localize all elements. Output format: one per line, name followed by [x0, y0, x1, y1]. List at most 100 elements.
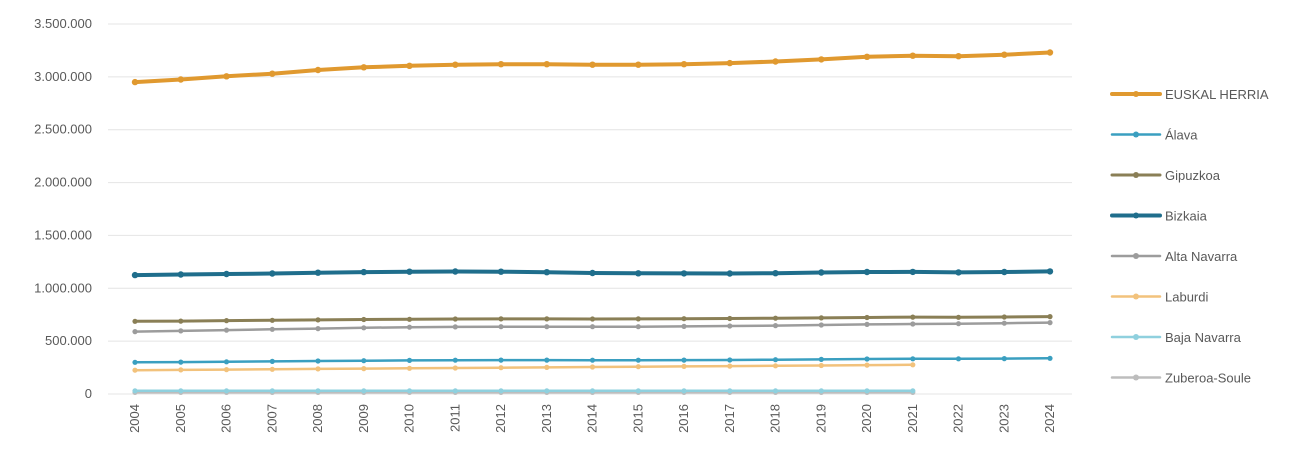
legend-label: Baja Navarra — [1165, 330, 1242, 345]
data-point — [681, 388, 687, 394]
data-point — [497, 268, 505, 275]
data-point — [910, 356, 916, 362]
data-point — [131, 271, 139, 279]
y-tick-label: 3.000.000 — [34, 69, 92, 84]
data-point — [269, 388, 275, 394]
data-point — [955, 53, 962, 60]
legend-item: Baja Navarra — [1110, 330, 1242, 345]
x-tick-label: 2015 — [630, 404, 645, 433]
data-point — [223, 359, 230, 365]
data-point — [314, 66, 322, 74]
data-point — [178, 367, 184, 373]
legend-item: Laburdi — [1110, 290, 1208, 305]
legend-item: EUSKAL HERRIA — [1110, 87, 1269, 102]
data-point — [315, 326, 321, 332]
legend-item: Gipuzkoa — [1110, 168, 1221, 183]
legend-item: Álava — [1110, 128, 1198, 143]
data-point — [177, 76, 184, 83]
y-tick-label: 3.500.000 — [34, 16, 92, 31]
data-point — [269, 326, 275, 332]
data-point — [818, 56, 825, 63]
data-point — [177, 271, 184, 278]
data-point — [269, 358, 275, 364]
legend-label: Laburdi — [1165, 290, 1208, 305]
data-point — [589, 269, 596, 277]
data-point — [132, 359, 138, 365]
y-tick-label: 1.500.000 — [34, 227, 92, 242]
data-point — [544, 357, 550, 363]
x-tick-label: 2019 — [813, 404, 828, 433]
x-tick-label: 2017 — [722, 404, 737, 433]
data-point — [772, 58, 779, 65]
data-point — [589, 388, 596, 394]
data-point — [772, 323, 779, 329]
gridlines — [108, 23, 1072, 395]
data-point — [178, 388, 184, 394]
data-point — [635, 388, 641, 394]
data-point — [910, 314, 916, 320]
data-point — [680, 270, 688, 277]
data-point — [223, 318, 230, 324]
data-point — [818, 322, 824, 328]
data-point — [360, 268, 367, 276]
legend-label: Alta Navarra — [1165, 249, 1238, 264]
x-tick-label: 2016 — [676, 404, 691, 433]
data-point — [635, 364, 641, 370]
legend-marker — [1133, 212, 1139, 219]
legend-label: EUSKAL HERRIA — [1165, 87, 1269, 102]
x-tick-label: 2008 — [310, 404, 325, 433]
data-point — [589, 324, 596, 330]
data-point — [132, 318, 138, 324]
data-point — [589, 364, 596, 370]
series-lines — [131, 49, 1054, 395]
data-point — [406, 268, 413, 275]
x-tick-label: 2007 — [264, 404, 279, 433]
data-point — [818, 315, 824, 321]
data-point — [314, 269, 322, 276]
legend-marker — [1133, 293, 1139, 300]
data-point — [361, 316, 367, 323]
data-point — [544, 324, 550, 330]
data-point — [498, 365, 504, 371]
legend-label: Bizkaia — [1165, 209, 1208, 224]
legend-marker — [1133, 91, 1139, 97]
data-point — [269, 317, 275, 323]
data-point — [589, 316, 596, 322]
data-point — [498, 388, 504, 394]
data-point — [498, 316, 504, 322]
data-point — [1001, 268, 1008, 276]
data-point — [818, 362, 824, 369]
y-axis-tick-labels: 0 500.000 1.000.000 1.500.000 2.000.000 2.500… — [34, 16, 92, 401]
data-point — [772, 315, 779, 321]
y-tick-label: 2.000.000 — [34, 175, 92, 190]
data-point — [452, 324, 458, 330]
series-lava — [132, 355, 1053, 365]
x-tick-label: 2021 — [905, 404, 920, 433]
data-point — [1047, 320, 1053, 326]
data-point — [361, 325, 367, 331]
data-point — [589, 61, 596, 68]
data-point — [727, 323, 733, 329]
data-point — [544, 364, 550, 370]
data-point — [315, 317, 321, 323]
data-point — [269, 270, 276, 277]
data-point — [1001, 51, 1008, 58]
data-point — [452, 316, 458, 322]
legend-marker — [1133, 253, 1139, 259]
data-point — [818, 356, 824, 362]
data-point — [1001, 356, 1007, 362]
data-point — [452, 61, 459, 68]
data-point — [864, 321, 870, 327]
data-point — [635, 316, 641, 322]
x-tick-label: 2012 — [493, 404, 508, 433]
data-point — [498, 324, 504, 330]
data-point — [132, 329, 138, 335]
data-point — [315, 358, 321, 364]
x-tick-label: 2006 — [219, 404, 234, 433]
data-point — [727, 315, 733, 322]
series-gipuzkoa — [132, 314, 1053, 324]
data-point — [910, 388, 916, 394]
y-tick-label: 2.500.000 — [34, 122, 92, 137]
x-tick-label: 2009 — [356, 404, 371, 433]
